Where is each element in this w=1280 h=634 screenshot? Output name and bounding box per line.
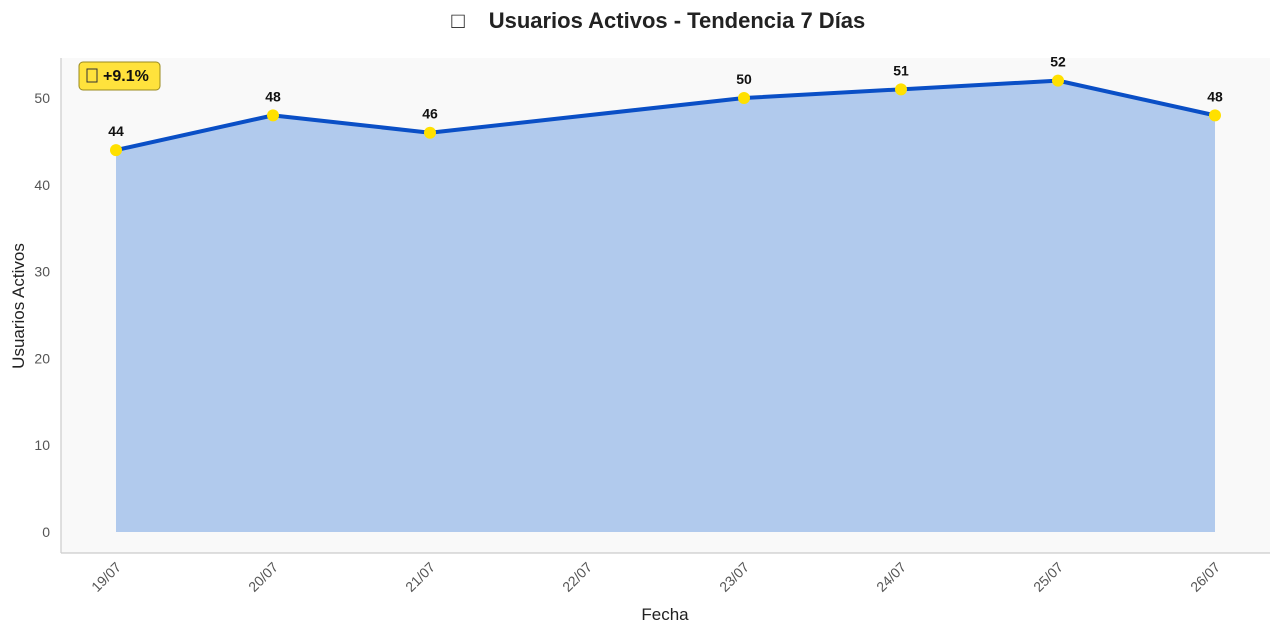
y-tick-label: 10 <box>34 437 50 453</box>
x-tick-label: 26/07 <box>1187 559 1223 595</box>
x-axis-label: Fecha <box>641 605 689 624</box>
data-label: 50 <box>736 71 752 87</box>
x-tick-label: 19/07 <box>88 559 124 595</box>
chart-icon: □ <box>451 8 464 33</box>
y-tick-label: 30 <box>34 264 50 280</box>
data-point <box>110 144 122 157</box>
x-tick-label: 20/07 <box>245 559 281 595</box>
data-point <box>738 92 750 104</box>
data-point <box>895 83 907 96</box>
data-label: 44 <box>108 123 124 139</box>
x-tick-label: 23/07 <box>716 559 752 595</box>
chart-title: □ Usuarios Activos - Tendencia 7 Días <box>451 8 865 33</box>
y-tick-label: 0 <box>42 524 50 540</box>
y-tick-label: 20 <box>34 350 50 366</box>
x-tick-label: 25/07 <box>1030 559 1066 595</box>
data-label: 51 <box>893 62 909 78</box>
data-label: 48 <box>265 88 281 104</box>
trend-badge: +9.1% <box>78 61 161 91</box>
badge-background <box>78 61 161 91</box>
y-tick-label: 40 <box>34 177 50 193</box>
data-label: 46 <box>422 106 438 122</box>
data-point <box>1209 109 1221 122</box>
data-point <box>1052 74 1064 87</box>
badge-value: +9.1% <box>103 68 149 85</box>
data-point <box>424 126 436 139</box>
y-tick-label: 50 <box>34 90 50 106</box>
x-tick-label: 24/07 <box>873 559 909 595</box>
x-tick-label: 22/07 <box>559 559 595 595</box>
chart-title-text: Usuarios Activos - Tendencia 7 Días <box>489 8 866 33</box>
x-tick-label: 21/07 <box>402 559 438 595</box>
data-label: 52 <box>1050 54 1066 70</box>
area-fill <box>116 80 1215 532</box>
data-point <box>267 109 279 122</box>
y-axis-label: Usuarios Activos <box>9 243 28 369</box>
trend-up-icon <box>86 68 98 83</box>
data-label: 48 <box>1207 88 1223 104</box>
